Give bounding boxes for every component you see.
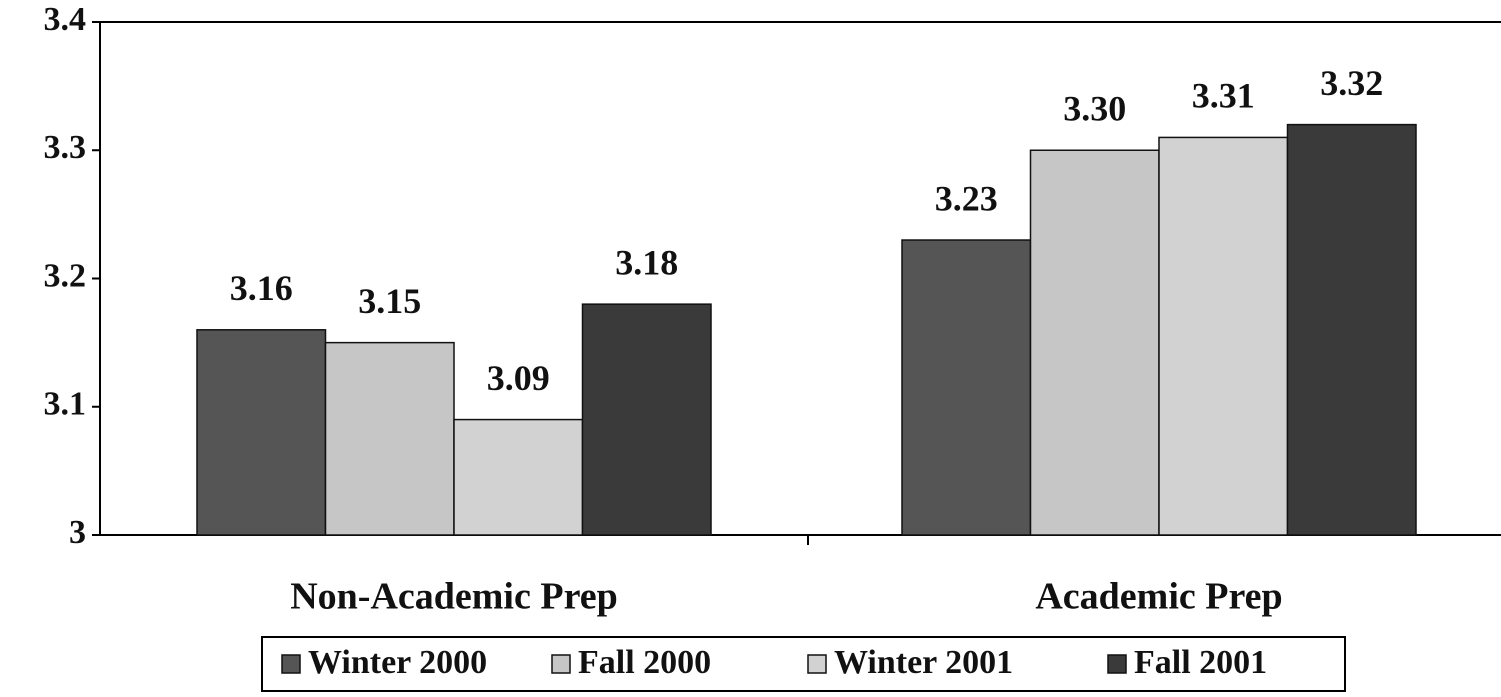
value-label: 3.23 — [935, 178, 998, 218]
value-label: 3.15 — [358, 281, 421, 321]
x-tick-label: Non-Academic Prep — [290, 576, 618, 618]
legend-swatch — [807, 654, 827, 674]
bar — [1286, 123, 1417, 536]
bar — [901, 239, 1032, 536]
legend-label: Winter 2000 — [308, 644, 487, 681]
bar — [453, 418, 584, 536]
y-tick-label: 3.1 — [44, 386, 87, 423]
bar — [1158, 136, 1289, 536]
value-label: 3.30 — [1063, 89, 1126, 129]
legend-label: Fall 2000 — [578, 644, 711, 681]
y-tick-label: 3.3 — [44, 129, 87, 166]
legend-box — [261, 636, 1346, 692]
bar — [1029, 149, 1160, 536]
value-label: 3.16 — [230, 268, 293, 308]
legend-swatch — [281, 654, 301, 674]
bar — [324, 341, 455, 536]
bar — [581, 303, 712, 536]
y-tick-label: 3.4 — [44, 1, 87, 38]
y-tick-label: 3 — [69, 514, 86, 551]
value-label: 3.09 — [487, 358, 550, 398]
legend-swatch — [1107, 654, 1127, 674]
legend-label: Winter 2001 — [834, 644, 1013, 681]
legend-swatch — [551, 654, 571, 674]
value-label: 3.32 — [1320, 63, 1383, 103]
value-label: 3.18 — [615, 242, 678, 282]
x-tick-label: Academic Prep — [1035, 576, 1282, 618]
legend-label: Fall 2001 — [1134, 644, 1267, 681]
value-label: 3.31 — [1192, 76, 1255, 116]
bar — [196, 329, 327, 536]
y-tick-label: 3.2 — [44, 257, 87, 294]
